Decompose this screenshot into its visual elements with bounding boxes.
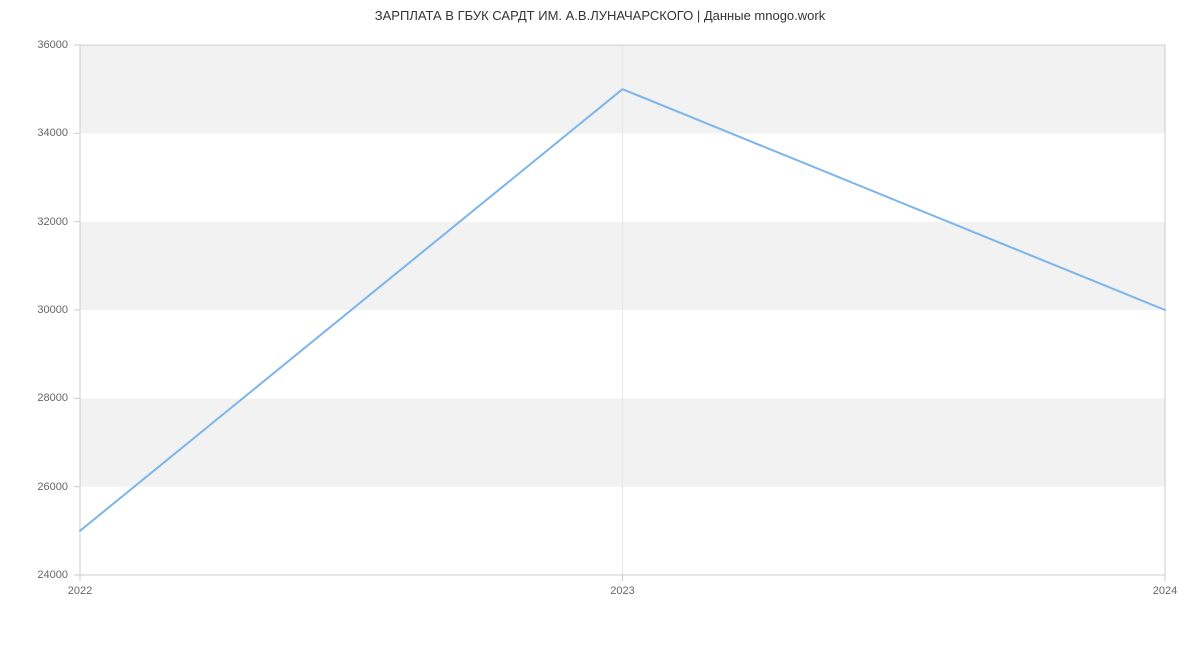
y-tick-label: 26000 <box>0 481 68 493</box>
chart-svg <box>0 0 1200 650</box>
y-tick-label: 30000 <box>0 304 68 316</box>
y-tick-label: 32000 <box>0 216 68 228</box>
y-tick-label: 24000 <box>0 569 68 581</box>
y-tick-label: 34000 <box>0 127 68 139</box>
x-tick-label: 2023 <box>610 585 634 597</box>
y-tick-label: 28000 <box>0 392 68 404</box>
x-tick-label: 2022 <box>68 585 92 597</box>
line-chart: ЗАРПЛАТА В ГБУК САРДТ ИМ. А.В.ЛУНАЧАРСКО… <box>0 0 1200 650</box>
y-tick-label: 36000 <box>0 39 68 51</box>
x-tick-label: 2024 <box>1153 585 1177 597</box>
